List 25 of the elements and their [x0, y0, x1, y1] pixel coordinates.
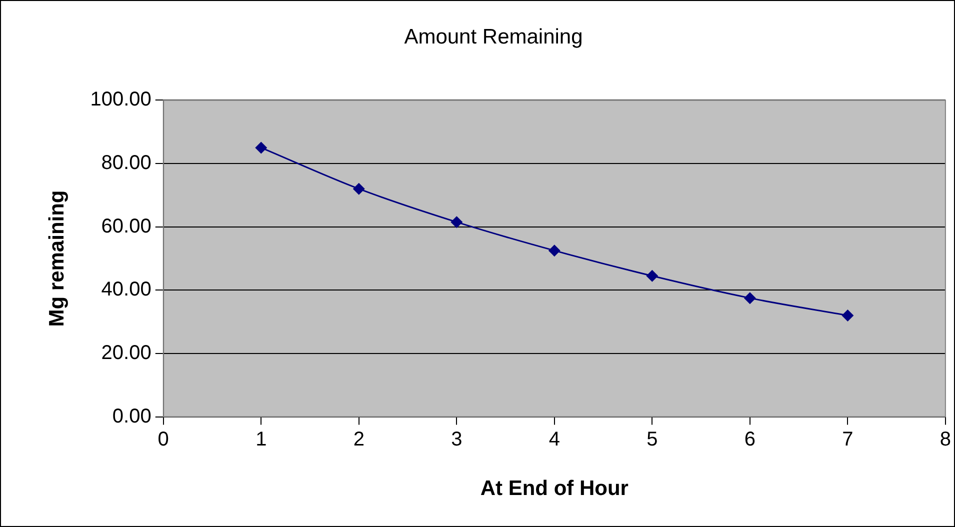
- chart-title: Amount Remaining: [404, 25, 583, 48]
- y-tick-label: 0.00: [112, 405, 152, 428]
- y-axis-title: Mg remaining: [45, 190, 68, 327]
- point: [548, 244, 560, 257]
- point: [842, 309, 854, 322]
- x-tick-label: 7: [842, 428, 854, 450]
- x-tick-label: 0: [158, 428, 169, 450]
- x-tick-label: 4: [548, 428, 560, 450]
- point: [744, 292, 756, 304]
- point: [352, 182, 365, 195]
- point: [450, 216, 463, 228]
- x-tick-label: 8: [940, 428, 951, 450]
- y-tick-label: 40.00: [101, 278, 152, 301]
- y-tick-label: 80.00: [101, 152, 152, 174]
- point: [646, 270, 658, 282]
- x-tick-label: 5: [646, 428, 658, 450]
- y-tick-label: 100.00: [90, 88, 152, 111]
- y-tick-label: 20.00: [101, 342, 152, 364]
- x-axis-title: At End of Hour: [480, 477, 628, 500]
- x-tick-label: 2: [353, 428, 364, 450]
- y-tick-label: 60.00: [101, 215, 152, 238]
- x-tick-label: 3: [451, 428, 462, 450]
- point: [255, 142, 268, 154]
- x-tick-label: 6: [744, 428, 756, 450]
- x-tick-label: 1: [256, 428, 267, 450]
